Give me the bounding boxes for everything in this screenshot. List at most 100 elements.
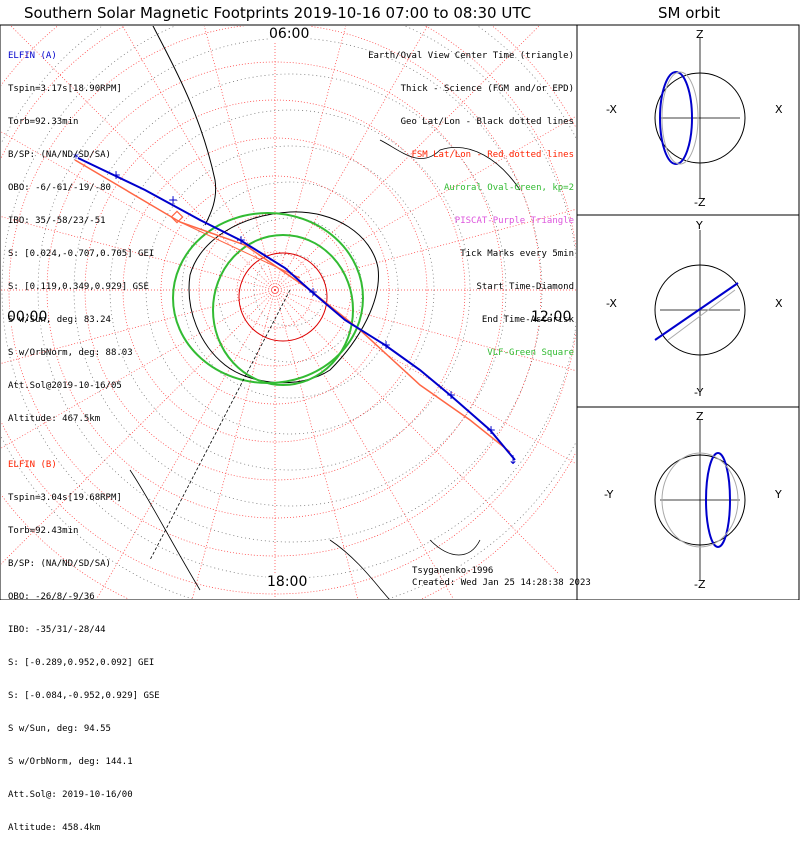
hour-label-top: 06:00 <box>268 26 311 42</box>
elfin-a-track <box>77 157 516 461</box>
sm-lon-line <box>274 26 540 291</box>
elfin-a-line: IBO: 35/-58/23/-51 <box>8 216 106 226</box>
track-tick: + <box>486 423 496 437</box>
legend-item: Tick Marks every 5min <box>460 249 574 259</box>
elfin-a-start-marker: ↓ <box>508 453 518 467</box>
coast-outline <box>129 469 481 599</box>
sm-lon-line <box>274 26 347 291</box>
page-title: Southern Solar Magnetic Footprints 2019-… <box>24 4 532 22</box>
elfin-b-line: Att.Sol@: 2019-10-16/00 <box>8 790 133 800</box>
elfin-b-start-diamond <box>170 210 184 224</box>
elfin-b-line: B/SP: (NA/ND/SD/SA) <box>8 559 111 569</box>
sm-lon-line <box>96 289 276 599</box>
earth-circle <box>654 264 746 356</box>
hour-label-left: 00:00 <box>6 309 49 325</box>
elfin-b-line: Altitude: 458.4km <box>8 823 101 833</box>
sm-lon-line <box>274 289 559 574</box>
sm-panel-1-bottom: -Z <box>694 196 706 209</box>
sm-panel-3-right: Y <box>775 488 782 501</box>
hour-label-right: 12:00 <box>530 309 573 325</box>
track-tick: + <box>236 233 246 247</box>
elfin-a-line: B/SP: (NA/ND/SD/SA) <box>8 150 111 160</box>
created-timestamp: Created: Wed Jan 25 14:28:38 2023 <box>412 578 591 588</box>
legend-item: FSM Lat/Lon - Red dotted lines <box>411 150 574 160</box>
sm-panel-2-right: X <box>775 297 783 310</box>
elfin-b-label: ELFIN (B) <box>8 460 57 470</box>
legend-item: PISCAT-Purple Triangle <box>454 216 574 226</box>
sm-orbit-b <box>661 452 739 548</box>
sm-lon-line <box>1 289 276 364</box>
elfin-b-line: IBO: -35/31/-28/44 <box>8 625 106 635</box>
elfin-b-line: S: [-0.084,-0.952,0.929] GSE <box>8 691 160 701</box>
elfin-b-line: OBO: -26/8/-9/36 <box>8 592 95 602</box>
elfin-a-line: S w/Sun, deg: 83.24 <box>8 315 111 325</box>
sm-panel-3-top: Z <box>696 410 704 423</box>
elfin-a-line: OBO: -6/-61/-19/-80 <box>8 183 111 193</box>
sm-lat-circle <box>236 251 314 329</box>
elfin-a-end-asterisk: * <box>73 151 79 165</box>
sm-orbit-a <box>705 452 731 548</box>
elfin-a-line: S: [0.024,-0.707,0.705] GEI <box>8 249 155 259</box>
elfin-b-line: S w/OrbNorm, deg: 144.1 <box>8 757 133 767</box>
legend-item: VLF-Green Square <box>487 348 574 358</box>
sm-lon-line <box>122 26 276 291</box>
sm-lat-circle <box>8 26 542 557</box>
south-america-outline <box>152 26 217 226</box>
footprint-map: + + + + + + + * ↓ <box>0 24 800 600</box>
sm-panel-1-top: Z <box>696 28 704 41</box>
legend-item: Geo Lat/Lon - Black dotted lines <box>400 117 574 127</box>
legend-item: Earth/Oval View Center Time (triangle) <box>368 51 574 61</box>
sm-panel-3-bottom: -Z <box>694 578 706 591</box>
legend-item: Thick - Science (FGM and/or EPD) <box>400 84 574 94</box>
elfin-b-line: Torb=92.43min <box>8 526 79 536</box>
midnight-meridian <box>149 289 291 561</box>
sm-panel-1-right: X <box>775 103 783 116</box>
elfin-b-track <box>74 159 511 453</box>
elfin-b-line: S: [-0.289,0.952,0.092] GEI <box>8 658 155 668</box>
elfin-b-line: S w/Sun, deg: 94.55 <box>8 724 111 734</box>
antarctica-outline <box>188 211 379 384</box>
sm-panel-2-bottom: -Y <box>694 386 704 399</box>
sm-orbit-b <box>667 289 736 341</box>
sm-orbit-a <box>654 282 739 341</box>
sm-lon-line <box>274 289 576 465</box>
track-tick: + <box>446 388 456 402</box>
sm-panel-2-top: Y <box>696 219 703 232</box>
sm-lat-circle <box>122 137 428 443</box>
sm-lon-line <box>274 289 454 599</box>
elfin-b-track-segment <box>179 221 301 279</box>
sm-lon-line <box>1 216 276 291</box>
elfin-b-info: ELFIN (B) Tspin=3.04s[19.68RPM] Torb=92.… <box>8 438 160 845</box>
sm-orbit-a <box>659 71 693 165</box>
earth-circle <box>654 454 746 546</box>
elfin-a-line: Torb=92.33min <box>8 117 79 127</box>
track-tick: + <box>308 285 318 299</box>
coast-outline <box>379 139 521 191</box>
sm-pole-circle <box>238 252 328 342</box>
elfin-a-info: ELFIN (A) Tspin=3.17s[18.90RPM] Torb=92.… <box>8 29 154 436</box>
hour-label-bottom: 18:00 <box>266 574 309 590</box>
model-credit: Tsyganenko-1996 <box>412 566 494 576</box>
legend-item: Auroral Oval-Green, kp=2 <box>443 183 574 193</box>
elfin-b-line: Tspin=3.04s[19.68RPM] <box>8 493 122 503</box>
track-tick: + <box>381 338 391 352</box>
sm-lon-line <box>191 289 276 599</box>
sm-orbit-title: SM orbit <box>658 4 721 22</box>
auroral-oval-inner <box>212 234 354 386</box>
sm-orbit-b <box>661 71 699 165</box>
sm-lon-line <box>274 289 359 599</box>
track-tick: + <box>111 168 121 182</box>
sm-lon-line <box>1 131 276 291</box>
sm-lon-line <box>274 289 576 372</box>
track-tick: + <box>168 193 178 207</box>
elfin-a-line: Altitude: 467.5km <box>8 414 101 424</box>
elfin-a-line: S w/OrbNorm, deg: 88.03 <box>8 348 133 358</box>
legend: Earth/Oval View Center Time (triangle) T… <box>368 29 574 370</box>
sm-lon-line <box>203 26 276 291</box>
elfin-a-line: S: [0.119,0.349,0.929] GSE <box>8 282 149 292</box>
sm-lon-line <box>10 26 276 291</box>
sm-lon-line <box>1 289 276 449</box>
legend-item: Start Time-Diamond <box>476 282 574 292</box>
earth-circle <box>654 72 746 164</box>
sm-lon-line <box>274 208 576 291</box>
